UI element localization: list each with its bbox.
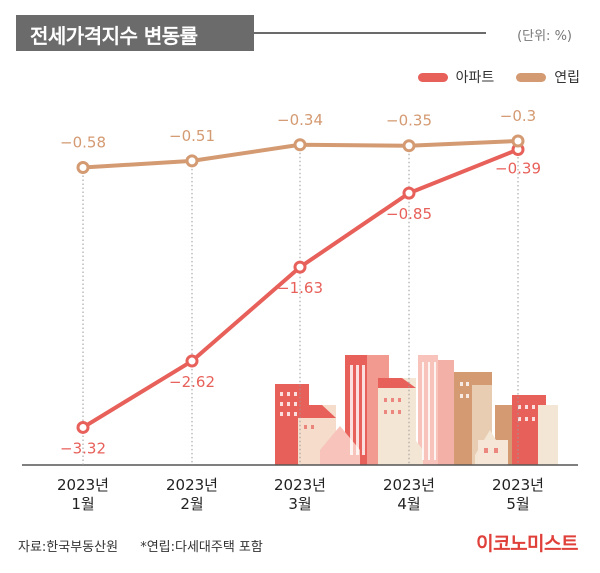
data-label-apartment: −0.39 (495, 160, 541, 178)
x-tick-label-month: 5월 (506, 495, 529, 513)
data-label-apartment: −2.62 (169, 373, 215, 391)
legend-swatch-rowhouse (516, 72, 547, 82)
data-point-rowhouse (293, 138, 307, 152)
x-tick-label-month: 2월 (180, 495, 203, 513)
data-point-rowhouse (76, 161, 90, 175)
data-point-apartment (402, 186, 416, 200)
chart-title: 전세가격지수 변동률 (30, 24, 198, 48)
data-point-rowhouse (185, 154, 199, 168)
x-tick-label-month: 3월 (288, 495, 311, 513)
data-label-rowhouse: −0.35 (386, 112, 432, 130)
x-tick-label-year: 2023년 (57, 476, 109, 494)
unit-label: (단위: %) (517, 29, 572, 44)
data-point-apartment (185, 354, 199, 368)
legend-swatch-apartment (417, 72, 448, 82)
data-label-rowhouse: −0.3 (500, 107, 536, 125)
data-label-rowhouse: −0.34 (277, 111, 323, 129)
x-tick-label-month: 4월 (397, 495, 420, 513)
buildings-illustration (275, 355, 558, 465)
source-note: 자료:한국부동산원 (18, 540, 119, 555)
legend-label-apartment: 아파트 (455, 70, 495, 86)
data-label-apartment: −1.63 (277, 279, 323, 297)
legend-item-apartment: 아파트 (417, 67, 495, 87)
data-label-apartment: −0.85 (386, 205, 432, 223)
x-tick-label-year: 2023년 (383, 476, 435, 494)
data-label-apartment: −3.32 (60, 439, 106, 457)
footer: 자료:한국부동산원 *연립:다세대주택 포함 (18, 536, 281, 555)
data-point-apartment (293, 260, 307, 274)
brand-logo: 이코노미스트 (476, 533, 578, 555)
title-bar: 전세가격지수 변동률 (단위: %) (16, 15, 582, 51)
title-rule (254, 32, 486, 34)
x-tick-label-year: 2023년 (166, 476, 218, 494)
x-tick-label-year: 2023년 (492, 476, 544, 494)
data-label-rowhouse: −0.58 (60, 134, 106, 152)
footnote: *연립:다세대주택 포함 (140, 540, 263, 555)
data-label-rowhouse: −0.51 (169, 127, 215, 145)
data-point-apartment (76, 420, 90, 434)
data-point-rowhouse (511, 134, 525, 148)
legend-item-rowhouse: 연립 (516, 67, 580, 87)
title-background (16, 15, 254, 51)
x-tick-label-month: 1월 (71, 495, 94, 513)
data-point-rowhouse (402, 139, 416, 153)
x-tick-label-year: 2023년 (274, 476, 326, 494)
legend: 아파트 연립 (396, 67, 580, 87)
legend-label-rowhouse: 연립 (554, 70, 580, 86)
